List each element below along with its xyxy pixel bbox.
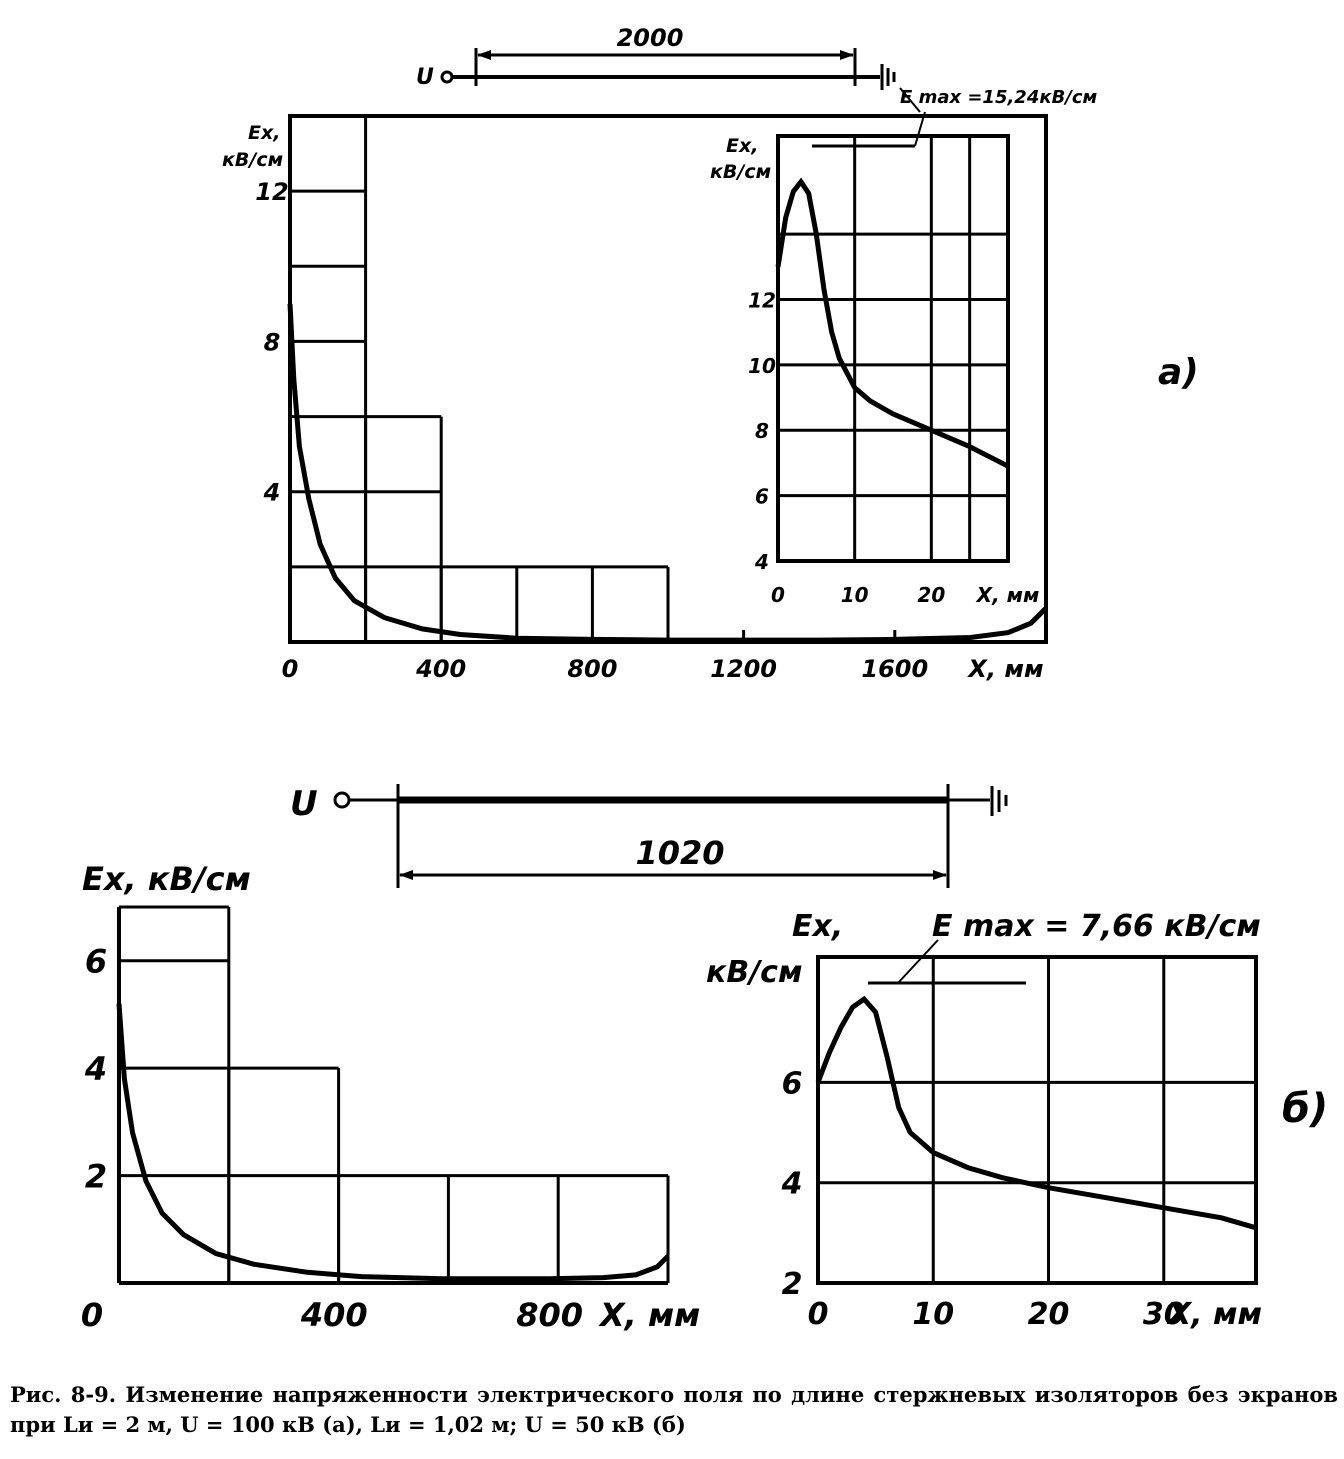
inset-x-tick-label: 20 xyxy=(1028,1297,1070,1332)
inset-y-label-b-line2: кВ/см xyxy=(706,955,803,990)
terminal-circle-b xyxy=(333,791,351,809)
emax-leader-a-top xyxy=(899,87,921,113)
y-tick-label: 4 xyxy=(84,1050,107,1088)
ticks-a-main: 0 400 800 1200 1600 4 8 12 xyxy=(255,178,928,683)
y-tick-label: 2 xyxy=(85,1158,107,1196)
terminal-circle-a xyxy=(440,70,454,84)
inset-y-tick-label: 6 xyxy=(782,1066,803,1101)
dimension-label-a: 2000 xyxy=(617,24,684,52)
emax-label-b: E max = 7,66 кВ/см xyxy=(932,909,1261,944)
emax-leader-b xyxy=(897,939,939,984)
inset-frame-a xyxy=(776,134,1010,563)
x-axis-unit-a: X, мм xyxy=(966,655,1043,683)
insulator-schematic-a: U 2000 E max =15,24кВ/см xyxy=(416,24,1098,113)
inset-x-tick-label: 30 xyxy=(1143,1297,1185,1332)
dimension-label-b: 1020 xyxy=(635,834,724,872)
inset-y-tick-label: 4 xyxy=(781,1167,803,1202)
y-axis-label-a-line1: Ex, xyxy=(248,122,280,144)
voltage-label-b: U xyxy=(290,784,318,824)
caption-prefix: Рис. 8-9. xyxy=(10,1382,117,1407)
x-tick-label: 800 xyxy=(567,655,617,683)
caption-text: Изменение напряженности электрического п… xyxy=(10,1382,1339,1437)
grid-b-inset xyxy=(818,957,1256,1283)
x-tick-label: 400 xyxy=(300,1296,368,1334)
inset-x-tick-label: 0 xyxy=(808,1297,829,1332)
ticks-a-inset: 0 10 20 4 6 8 10 12 xyxy=(748,288,945,607)
y-axis-label-b: Ex, кВ/см xyxy=(82,860,251,898)
inset-x-unit-b: X, мм xyxy=(1166,1297,1262,1332)
figure-canvas: U 2000 E max =15,24кВ/см 0 400 800 1200 1600… xyxy=(81,24,1328,1334)
y-tick-label: 8 xyxy=(264,328,281,356)
x-tick-label: 1200 xyxy=(710,655,777,683)
inset-x-tick-label: 10 xyxy=(841,583,869,607)
inset-y-label-a-line1: Ex, xyxy=(726,135,758,157)
panel-label-b: б) xyxy=(1282,1086,1328,1132)
series-line-a-main xyxy=(287,303,1048,643)
y-axis-label-a-line2: кВ/см xyxy=(222,149,283,171)
x-tick-label: 800 xyxy=(516,1296,583,1334)
grid-a-main xyxy=(288,114,670,642)
inset-y-tick-label: 10 xyxy=(748,354,776,378)
inset-y-tick-label: 2 xyxy=(782,1267,803,1302)
inset-y-tick-label: 6 xyxy=(755,485,769,509)
ticks-b-main: 0 400 800 2 4 6 xyxy=(81,943,583,1334)
inset-y-label-a-line2: кВ/см xyxy=(710,161,771,183)
y-tick-label: 6 xyxy=(85,943,107,981)
x-tick-label: 0 xyxy=(282,655,299,683)
ticks-b-inset: 0 10 20 30 2 4 6 xyxy=(781,1066,1185,1332)
x-tick-label: 1600 xyxy=(861,655,928,683)
voltage-label-a: U xyxy=(416,65,434,90)
figure-caption: Рис. 8-9. Изменение напряженности электр… xyxy=(10,1380,1338,1440)
inset-x-tick-label: 20 xyxy=(917,583,945,607)
inset-y-tick-label: 8 xyxy=(755,419,769,443)
ground-icon-b xyxy=(990,786,1008,816)
inset-x-unit-a: X, мм xyxy=(975,583,1040,607)
ground-icon xyxy=(880,64,896,90)
series-line-b-main xyxy=(116,1003,670,1282)
inset-y-tick-label: 12 xyxy=(748,288,776,312)
panel-a: U 2000 E max =15,24кВ/см 0 400 800 1200 1600… xyxy=(222,24,1199,683)
inset-x-tick-label: 0 xyxy=(771,583,785,607)
grid-b-main xyxy=(117,905,670,1285)
panel-label-a: а) xyxy=(1158,352,1199,393)
x-tick-label: 0 xyxy=(81,1296,103,1334)
inset-y-tick-label: 4 xyxy=(754,550,769,574)
insulator-schematic-b: U 1020 xyxy=(290,784,1008,888)
inset-frame-b xyxy=(816,955,1258,1285)
x-tick-label: 400 xyxy=(415,655,466,683)
inset-y-label-b-line1: Ex, xyxy=(792,909,843,944)
chart-area-b xyxy=(119,907,668,1283)
inset-x-tick-label: 10 xyxy=(912,1297,954,1332)
x-axis-unit-b: X, мм xyxy=(598,1296,700,1334)
y-tick-label: 12 xyxy=(255,178,288,206)
series-line-b-inset xyxy=(815,995,1257,1231)
series-line-a-inset xyxy=(775,177,1010,469)
emax-leader-a xyxy=(914,111,926,147)
emax-label-a: E max =15,24кВ/см xyxy=(900,87,1098,108)
y-tick-label: 4 xyxy=(263,479,281,507)
